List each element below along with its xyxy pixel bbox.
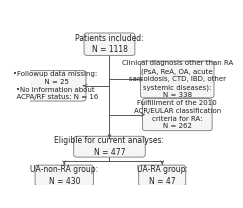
FancyBboxPatch shape: [24, 71, 86, 101]
Text: Fulfillment of the 2010
ACR/EULAR classification
criteria for RA:
N = 262: Fulfillment of the 2010 ACR/EULAR classi…: [134, 100, 221, 129]
FancyBboxPatch shape: [142, 99, 212, 131]
Text: Clinical diagnosis other than RA
(PsA, ReA, OA, acute
sarcoidosis, CTD, IBD, oth: Clinical diagnosis other than RA (PsA, R…: [122, 60, 233, 98]
Text: UA-RA group:
N = 47: UA-RA group: N = 47: [137, 165, 188, 186]
Text: •Followup data missing:
  N = 25
•No information about
  ACPA/RF status: N = 16: •Followup data missing: N = 25 •No infor…: [12, 71, 98, 100]
FancyBboxPatch shape: [84, 33, 135, 55]
FancyBboxPatch shape: [140, 61, 214, 98]
FancyBboxPatch shape: [139, 165, 186, 186]
Text: Patients included:
N = 1118: Patients included: N = 1118: [75, 34, 144, 54]
FancyBboxPatch shape: [74, 136, 145, 157]
Text: UA-non-RA group:
N = 430: UA-non-RA group: N = 430: [30, 165, 98, 186]
Text: Eligible for current analyses:
N = 477: Eligible for current analyses: N = 477: [54, 136, 165, 157]
FancyBboxPatch shape: [35, 165, 94, 186]
